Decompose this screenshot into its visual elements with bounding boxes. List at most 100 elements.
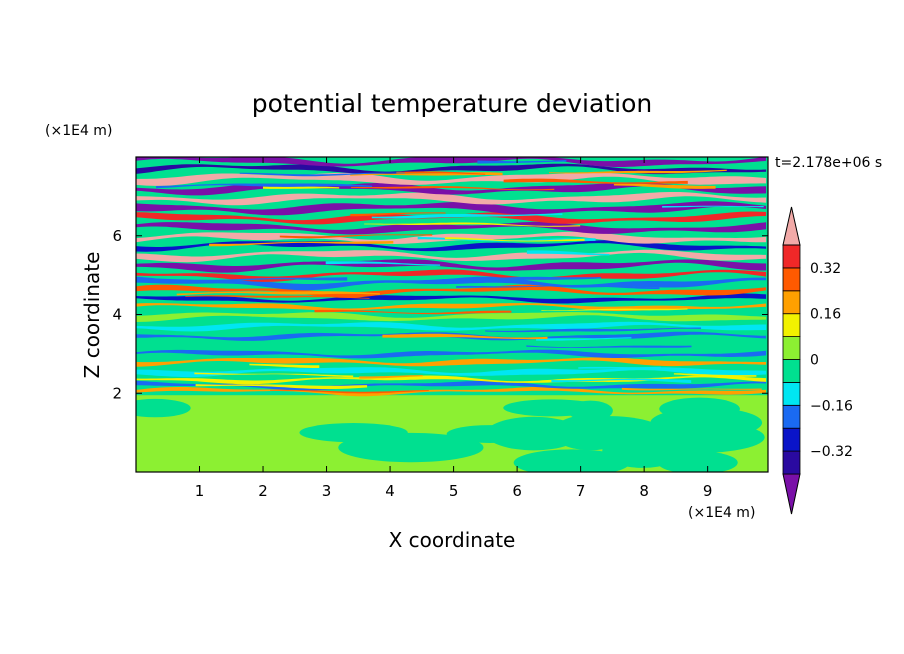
contour-band <box>137 277 348 283</box>
time-label: t=2.178e+06 s <box>775 155 882 171</box>
contour-patch <box>513 449 630 472</box>
contour-band <box>503 178 688 184</box>
contour-band <box>351 186 555 191</box>
colorbar-band <box>782 450 801 475</box>
contour-band <box>364 222 581 227</box>
contour-band <box>136 357 767 367</box>
contour-band <box>541 308 688 311</box>
contour-band <box>444 237 585 242</box>
contour-patch <box>136 398 191 418</box>
colorbar-tick-label: 0.16 <box>810 307 841 323</box>
plot-area <box>136 157 768 472</box>
y-axis: 2 4 6 <box>112 227 768 402</box>
x-tick-label: 1 <box>195 482 205 500</box>
y-tick-label: 6 <box>112 227 122 245</box>
contour-band <box>536 337 632 341</box>
colorbar-tick-label: −0.16 <box>810 398 853 414</box>
contour-band <box>526 345 692 348</box>
x-unit-label: (×1E4 m) <box>688 505 755 521</box>
contour-patch <box>357 435 438 461</box>
x-tick-label: 6 <box>512 482 522 500</box>
x-tick-label: 8 <box>639 482 649 500</box>
colorbar-band <box>782 427 801 452</box>
colorbar-band <box>782 290 801 315</box>
colorbar-band <box>782 404 801 429</box>
contour-band <box>136 249 767 263</box>
contour-band <box>194 372 354 378</box>
x-tick-label: 5 <box>449 482 459 500</box>
x-axis: 1 2 3 4 5 6 7 8 9 <box>195 157 713 500</box>
contour-band <box>136 338 767 350</box>
contour-band <box>382 333 548 340</box>
contour-patch <box>503 399 601 417</box>
contour-band <box>613 183 716 189</box>
contour-band <box>136 386 767 397</box>
x-tick-label: 4 <box>385 482 395 500</box>
contour-band <box>549 169 727 174</box>
chart-title: potential temperature deviation <box>252 89 652 118</box>
contour-band <box>136 349 767 359</box>
contour-band <box>136 192 767 206</box>
x-tick-label: 2 <box>258 482 268 500</box>
contour-patch <box>299 423 408 443</box>
contour-field <box>136 157 768 472</box>
x-tick-label: 7 <box>576 482 586 500</box>
colorbar-band <box>782 359 801 383</box>
contour-band <box>279 234 433 239</box>
contour-band <box>673 373 757 377</box>
contour-patch <box>657 451 738 472</box>
contour-band <box>263 186 340 189</box>
contour-band <box>621 387 762 391</box>
colorbar-tick-label: 0 <box>810 353 819 369</box>
contour-band <box>176 291 380 296</box>
contour-band <box>551 378 692 383</box>
y-unit-label: (×1E4 m) <box>45 123 112 139</box>
colorbar-band <box>782 313 801 338</box>
contour-band <box>314 309 512 315</box>
contour-band <box>136 211 767 225</box>
colorbar-band <box>782 381 801 406</box>
contour-band <box>136 321 767 332</box>
x-axis-label: X coordinate <box>389 528 516 552</box>
contour-band <box>239 172 405 177</box>
contour-patch <box>627 421 765 454</box>
contour-band <box>456 284 660 289</box>
contour-band <box>270 389 429 394</box>
contour-band <box>195 384 368 390</box>
colorbar-band <box>782 336 801 360</box>
contour-band <box>477 160 567 164</box>
contour-band <box>156 183 372 189</box>
contour-band <box>136 312 767 322</box>
contour-band <box>485 327 701 333</box>
y-axis-label: Z coordinate <box>80 252 104 379</box>
colorbar-band <box>782 244 801 269</box>
contour-band <box>578 366 661 369</box>
colorbar-tick-label: 0.32 <box>810 261 841 277</box>
contour-band <box>249 363 320 368</box>
contour-band <box>185 295 370 299</box>
contour-band <box>526 250 610 256</box>
contour-band <box>136 259 767 273</box>
contour-band <box>136 163 767 175</box>
contour-band <box>136 201 767 216</box>
x-tick-label: 9 <box>703 482 713 500</box>
contour-band <box>325 261 441 266</box>
colorbar-extend-high <box>782 206 801 246</box>
contour-band <box>442 276 602 281</box>
contour-band <box>350 212 446 217</box>
contour-band <box>136 240 767 252</box>
contour-band <box>209 241 394 247</box>
x-tick-label: 3 <box>322 482 332 500</box>
colorbar-tick-label: −0.32 <box>810 444 853 460</box>
contour-band <box>136 221 767 235</box>
contour-band <box>662 205 764 208</box>
contour-band <box>136 284 767 298</box>
colorbar-extend-low <box>782 473 801 515</box>
contour-band <box>136 293 767 304</box>
contour-band <box>136 157 767 167</box>
y-tick-label: 4 <box>112 306 122 324</box>
colorbar-band <box>782 267 801 292</box>
contour-band <box>136 367 767 378</box>
contour-band <box>359 375 423 379</box>
